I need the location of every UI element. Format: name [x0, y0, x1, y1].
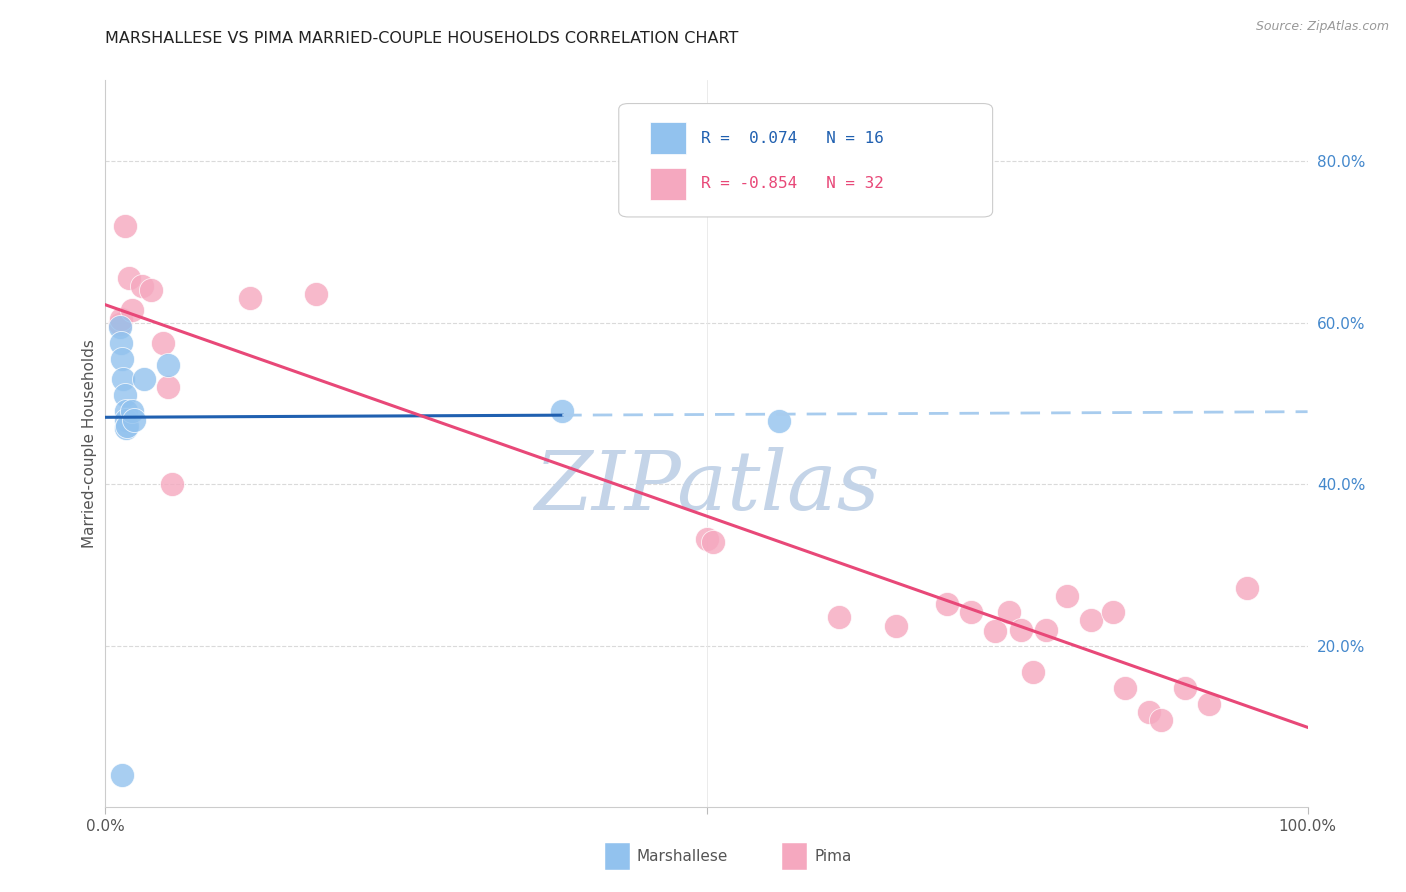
Point	[124, 412, 146, 426]
Point	[1101, 605, 1123, 619]
Point	[115, 420, 138, 434]
Point	[1080, 613, 1102, 627]
Point	[112, 372, 135, 386]
Text: R =  0.074   N = 16: R = 0.074 N = 16	[700, 131, 883, 146]
Point	[984, 624, 1007, 639]
Point	[998, 605, 1021, 619]
Point	[768, 414, 790, 428]
Point	[114, 219, 136, 233]
Point	[696, 532, 718, 546]
Point	[886, 618, 908, 632]
Point	[1236, 581, 1258, 595]
Point	[121, 404, 143, 418]
Point	[115, 419, 138, 434]
Point	[1022, 665, 1045, 679]
Point	[239, 292, 262, 306]
Text: ZIPatlas: ZIPatlas	[534, 448, 879, 527]
Point	[132, 372, 155, 386]
Point	[139, 283, 162, 297]
Point	[1137, 705, 1160, 719]
Point	[111, 351, 134, 366]
Y-axis label: Married-couple Households: Married-couple Households	[82, 339, 97, 549]
Point	[305, 287, 328, 301]
Point	[1174, 681, 1197, 695]
FancyBboxPatch shape	[619, 103, 993, 217]
Point	[960, 605, 983, 619]
Point	[118, 271, 141, 285]
Point	[131, 279, 153, 293]
Point	[115, 412, 138, 426]
Point	[828, 610, 851, 624]
Point	[1011, 623, 1033, 637]
Point	[121, 303, 143, 318]
Point	[108, 319, 131, 334]
Point	[156, 380, 179, 394]
Point	[115, 404, 138, 418]
Point	[110, 335, 132, 350]
Point	[1035, 623, 1057, 637]
Point	[160, 477, 183, 491]
Bar	[650, 168, 686, 200]
Text: MARSHALLESE VS PIMA MARRIED-COUPLE HOUSEHOLDS CORRELATION CHART: MARSHALLESE VS PIMA MARRIED-COUPLE HOUSE…	[105, 31, 738, 46]
Text: R = -0.854   N = 32: R = -0.854 N = 32	[700, 176, 883, 191]
Text: Pima: Pima	[814, 849, 852, 863]
Point	[1150, 713, 1173, 727]
Point	[111, 768, 134, 782]
Point	[108, 317, 131, 331]
Point	[1198, 697, 1220, 711]
Point	[1114, 681, 1136, 695]
Bar	[650, 122, 686, 154]
Point	[1056, 589, 1078, 603]
Text: Source: ZipAtlas.com: Source: ZipAtlas.com	[1256, 20, 1389, 33]
Point	[110, 311, 132, 326]
Point	[936, 597, 959, 611]
Point	[156, 358, 179, 372]
Point	[114, 388, 136, 402]
Text: Marshallese: Marshallese	[637, 849, 728, 863]
Point	[551, 404, 574, 418]
Point	[702, 535, 724, 549]
Point	[152, 335, 174, 350]
